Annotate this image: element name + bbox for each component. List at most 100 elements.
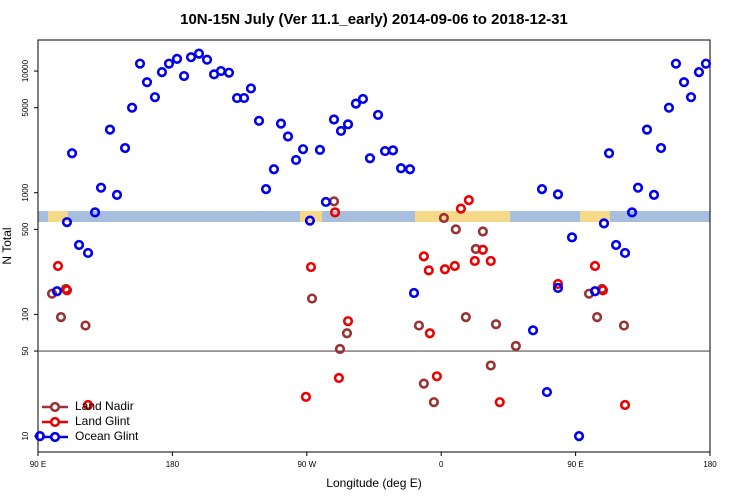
point <box>469 255 480 267</box>
point <box>424 328 435 339</box>
point <box>626 207 638 218</box>
point <box>536 184 548 195</box>
point <box>52 260 64 272</box>
point <box>305 261 317 273</box>
point <box>51 286 63 297</box>
point <box>566 232 578 243</box>
point <box>328 196 340 207</box>
point <box>111 189 123 200</box>
point <box>335 125 347 137</box>
point <box>342 119 354 130</box>
point <box>297 144 309 155</box>
point <box>306 293 318 304</box>
x-tick-label: 90 W <box>297 460 316 469</box>
point <box>485 360 496 371</box>
surface-band <box>38 211 710 222</box>
point <box>55 312 67 323</box>
point <box>648 189 660 200</box>
point <box>89 207 101 218</box>
point <box>223 67 235 78</box>
point <box>439 264 451 275</box>
y-tick-label: 5000 <box>21 98 30 116</box>
point <box>238 92 250 104</box>
point <box>134 58 146 69</box>
x-tick-label: 180 <box>703 460 717 469</box>
point <box>149 92 161 103</box>
point <box>603 148 615 159</box>
point <box>275 118 287 129</box>
point <box>350 98 362 109</box>
point <box>364 153 376 164</box>
point <box>618 320 630 331</box>
point <box>438 212 449 224</box>
point <box>201 54 213 65</box>
point <box>663 102 675 113</box>
point <box>268 164 280 175</box>
point <box>314 144 326 155</box>
point <box>655 142 667 154</box>
point <box>95 182 107 193</box>
point <box>573 430 585 442</box>
point <box>589 286 601 297</box>
point <box>328 114 340 125</box>
point <box>379 145 391 157</box>
point <box>428 397 439 408</box>
y-tick-label: 10 <box>21 431 30 440</box>
point <box>485 255 496 267</box>
point <box>215 65 227 77</box>
point <box>455 203 467 214</box>
point <box>592 312 603 323</box>
point <box>290 154 302 166</box>
point <box>632 182 644 193</box>
y-tick-label: 500 <box>21 222 30 236</box>
point <box>527 325 539 336</box>
legend-marker <box>49 416 61 428</box>
point <box>619 399 631 411</box>
plot-frame <box>37 39 711 453</box>
legend-label: Ocean Glint <box>75 429 139 443</box>
point <box>342 316 354 327</box>
point <box>597 285 609 296</box>
point <box>408 287 420 299</box>
y-axis-label: N Total <box>0 227 14 264</box>
point <box>171 53 183 64</box>
point <box>460 312 471 323</box>
point <box>126 102 138 113</box>
point <box>156 67 168 78</box>
x-tick-label: 90 E <box>567 460 583 469</box>
point <box>372 109 384 121</box>
point <box>193 48 205 59</box>
point <box>670 58 682 69</box>
point <box>463 194 474 206</box>
point <box>641 124 653 135</box>
point <box>431 371 442 382</box>
legend-marker <box>49 431 61 443</box>
point <box>477 244 488 255</box>
legend-marker <box>49 401 61 413</box>
point <box>61 217 73 228</box>
point <box>552 189 564 200</box>
point <box>404 164 416 175</box>
point <box>477 226 488 237</box>
point <box>104 124 116 135</box>
point <box>685 92 697 103</box>
point <box>494 397 505 408</box>
point <box>449 260 460 272</box>
point <box>61 285 73 296</box>
point <box>700 58 712 69</box>
point <box>82 247 94 259</box>
y-tick-label: 10000 <box>21 59 30 82</box>
y-tick-label: 50 <box>21 346 30 355</box>
point <box>341 328 353 339</box>
point <box>253 115 265 126</box>
point <box>333 372 345 384</box>
point <box>418 378 429 389</box>
point <box>387 145 399 156</box>
x-tick-label: 180 <box>166 460 180 469</box>
point <box>552 282 564 294</box>
point <box>418 251 429 262</box>
point <box>541 386 553 398</box>
point <box>589 260 601 272</box>
point <box>245 83 257 94</box>
